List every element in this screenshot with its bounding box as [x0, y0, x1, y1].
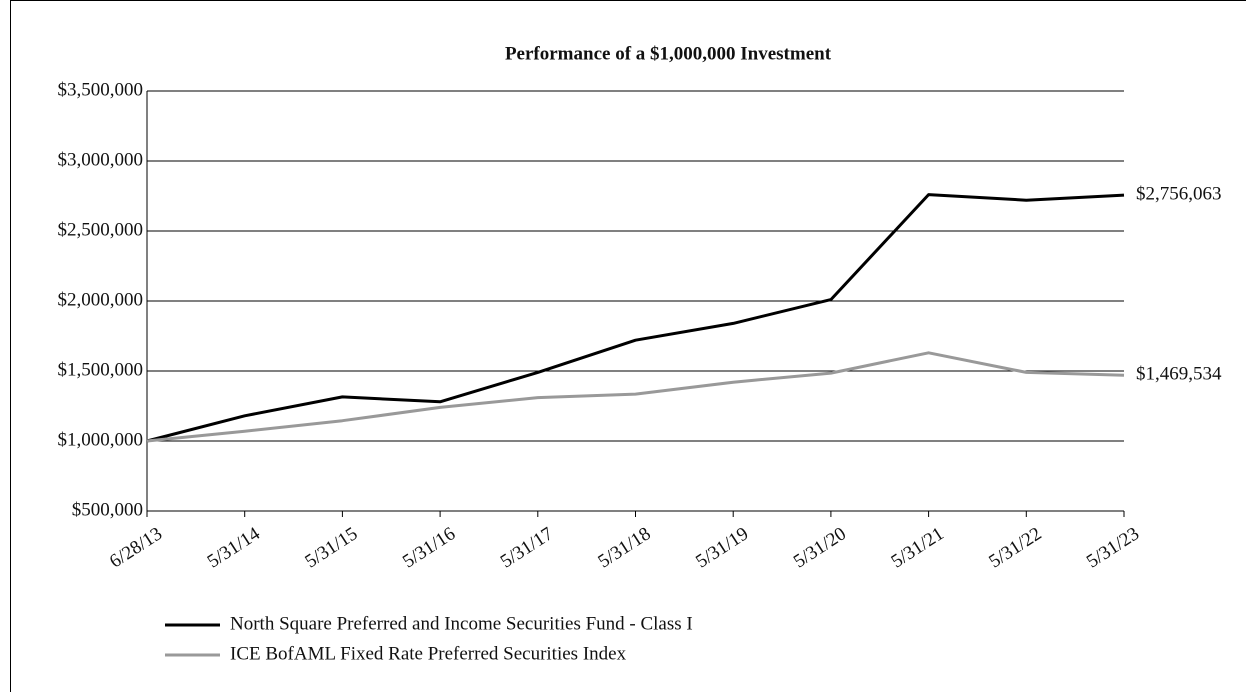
x-tick-label: 5/31/23	[1083, 523, 1143, 572]
value-label: $1,469,534	[1136, 364, 1222, 385]
x-tick-label: 5/31/18	[594, 523, 654, 572]
frame	[10, 0, 1246, 692]
x-tick-label: 5/31/19	[692, 523, 752, 572]
y-tick-label: $1,500,000	[58, 359, 144, 380]
chart-title: Performance of a $1,000,000 Investment	[505, 43, 832, 64]
x-tick-label: 5/31/22	[985, 523, 1045, 572]
x-tick-label: 5/31/20	[790, 523, 850, 572]
series-line	[146, 193, 1125, 443]
x-tick-label: 5/31/15	[301, 523, 361, 572]
x-tick-label: 5/31/17	[497, 523, 557, 572]
x-tick-label: 6/28/13	[106, 523, 166, 572]
legend-label: ICE BofAML Fixed Rate Preferred Securiti…	[230, 643, 627, 664]
y-tick-label: $2,000,000	[58, 289, 144, 310]
y-tick-label: $1,000,000	[58, 429, 144, 450]
y-tick-label: $3,000,000	[58, 149, 144, 170]
series-line	[146, 351, 1125, 443]
y-tick-label: $2,500,000	[58, 219, 144, 240]
value-label: $2,756,063	[1136, 184, 1222, 205]
x-tick-label: 5/31/16	[399, 523, 459, 572]
x-tick-label: 5/31/21	[888, 523, 948, 572]
y-tick-label: $3,500,000	[58, 79, 144, 100]
x-tick-label: 5/31/14	[204, 523, 265, 573]
legend-label: North Square Preferred and Income Securi…	[230, 613, 693, 634]
y-tick-label: $500,000	[72, 499, 143, 520]
